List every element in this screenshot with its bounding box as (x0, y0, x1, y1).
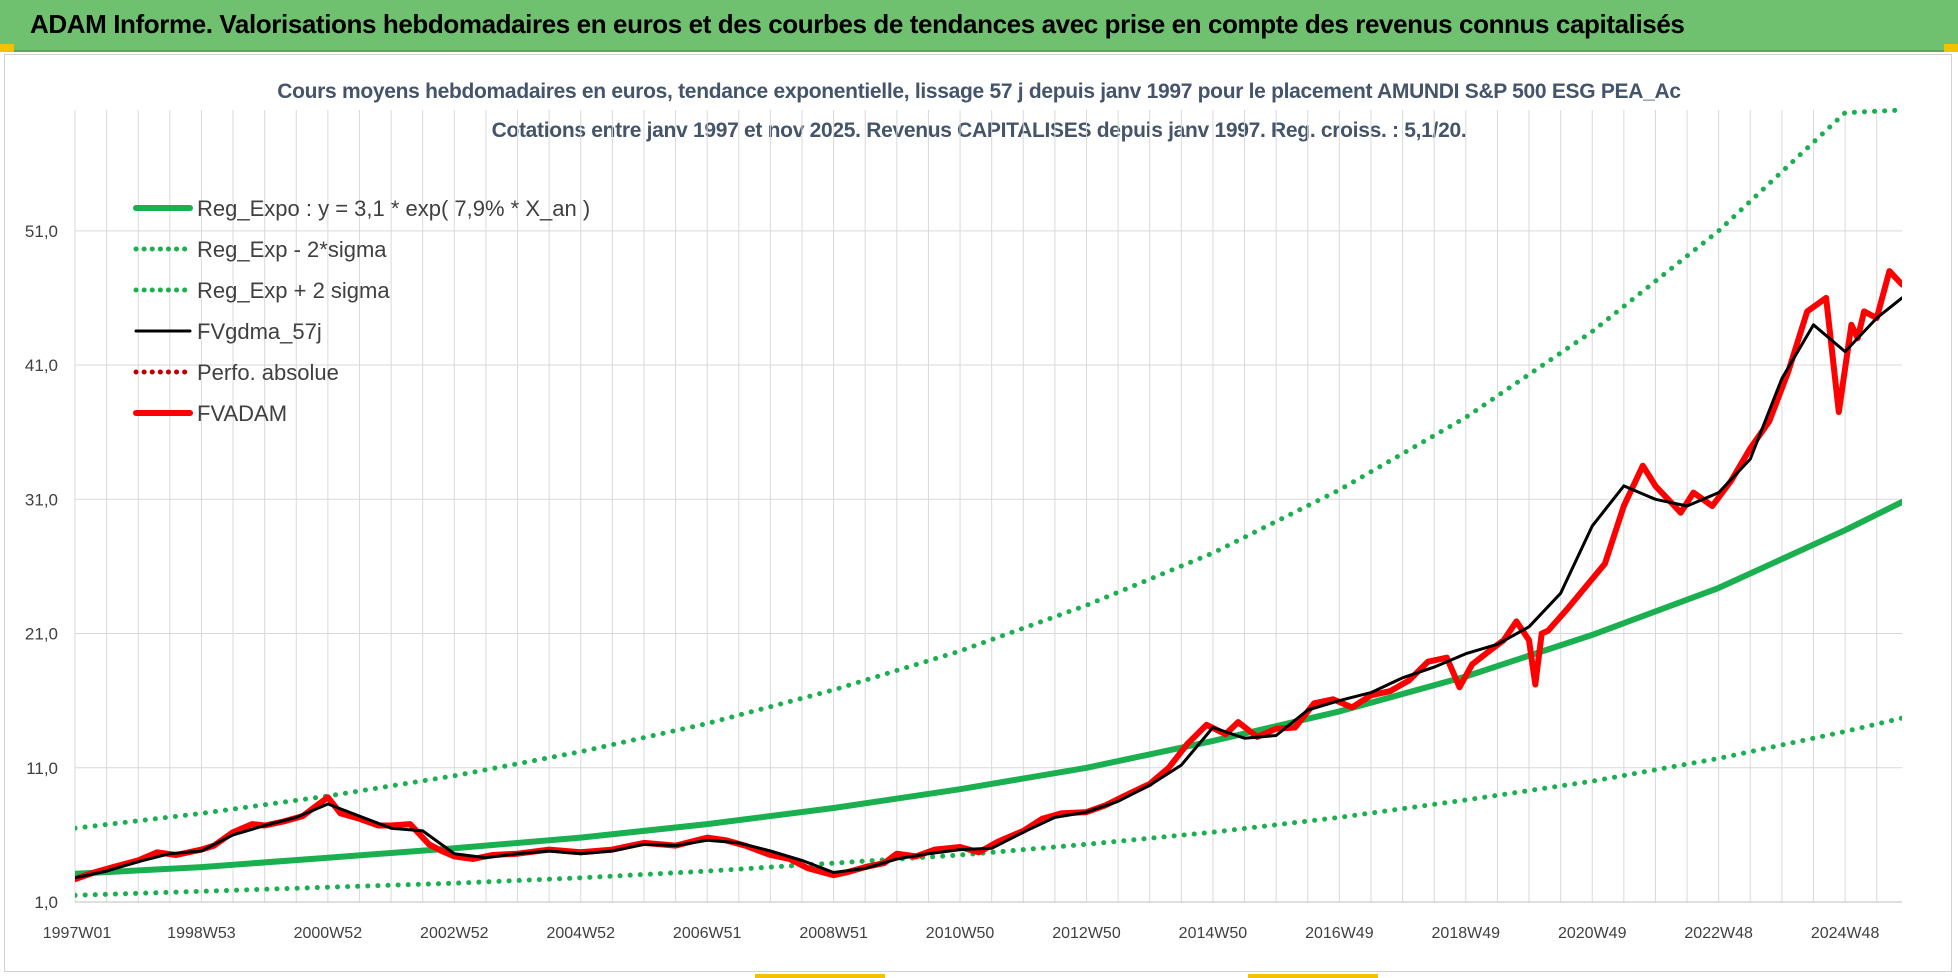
legend-label: Perfo. absolue (197, 360, 339, 385)
banner-accent-right (1944, 44, 1958, 52)
reg-expo-line (75, 499, 1902, 877)
x-tick-label: 1997W01 (43, 925, 112, 942)
x-tick-label: 2024W48 (1811, 925, 1880, 942)
x-tick-label: 2010W50 (926, 925, 995, 942)
y-tick-label: 41,0 (25, 356, 58, 375)
chart-subtitle: Cotations entre janv 1997 et nov 2025. R… (491, 119, 1467, 142)
legend-label: FVADAM (197, 401, 287, 426)
bottom-accent-left (755, 974, 885, 978)
x-tick-label: 2016W49 (1305, 925, 1374, 942)
y-tick-label: 1,0 (34, 893, 58, 912)
header-title: ADAM Informe. Valorisations hebdomadaire… (30, 9, 1685, 39)
x-tick-label: 2012W50 (1052, 925, 1121, 942)
x-tick-label: 2022W48 (1684, 925, 1753, 942)
x-tick-label: 2002W52 (420, 925, 489, 942)
x-tick-label: 2020W49 (1558, 925, 1627, 942)
banner-accent-left (0, 44, 14, 52)
x-tick-label: 1998W53 (167, 925, 236, 942)
reg-exp-minus-2sigma-line (75, 715, 1902, 898)
reg-exp-plus-2sigma-line (75, 108, 1902, 831)
legend-label: Reg_Exp + 2 sigma (197, 278, 390, 303)
legend-label: Reg_Exp - 2*sigma (197, 237, 387, 262)
y-tick-label: 31,0 (25, 490, 58, 509)
header-banner: ADAM Informe. Valorisations hebdomadaire… (0, 0, 1958, 52)
x-tick-label: 2004W52 (546, 925, 615, 942)
y-tick-label: 51,0 (25, 222, 58, 241)
y-tick-label: 21,0 (25, 625, 58, 644)
fvgdma-57j-line (75, 296, 1902, 880)
fvadam-line (75, 268, 1902, 883)
legend-label: Reg_Expo : y = 3,1 * exp( 7,9% * X_an ) (197, 196, 590, 221)
chart-title: Cours moyens hebdomadaires en euros, ten… (277, 80, 1681, 103)
x-tick-label: 2006W51 (673, 925, 742, 942)
x-tick-label: 2008W51 (799, 925, 868, 942)
y-tick-label: 11,0 (26, 759, 58, 778)
x-tick-label: 2000W52 (294, 925, 363, 942)
chart-frame (4, 54, 1952, 972)
x-tick-label: 2018W49 (1432, 925, 1501, 942)
legend-label: FVgdma_57j (197, 319, 322, 344)
bottom-accent-right (1248, 974, 1378, 978)
x-tick-label: 2014W50 (1179, 925, 1248, 942)
